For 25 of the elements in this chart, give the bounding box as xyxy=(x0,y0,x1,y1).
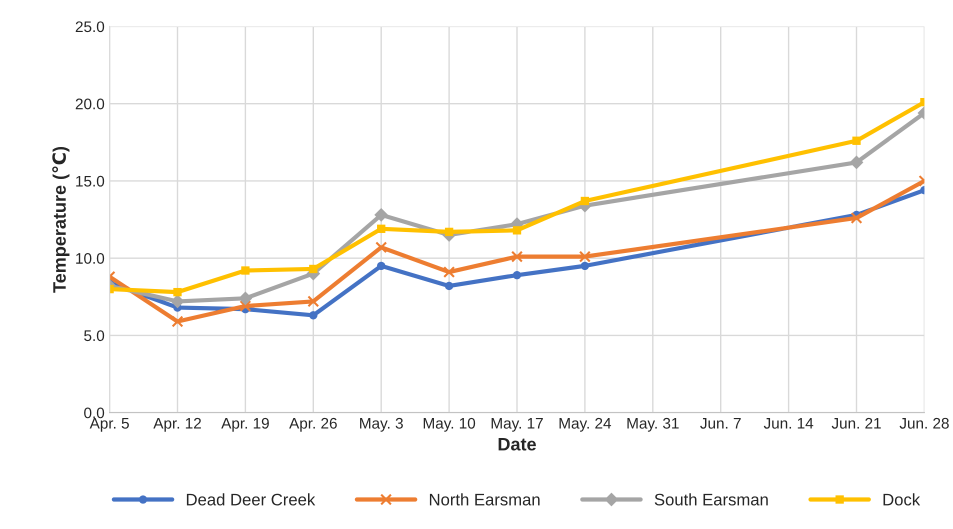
x-tick-label: May. 17 xyxy=(492,418,543,432)
x-tick-label: Jun. 14 xyxy=(764,418,814,429)
x-tick-label: Apr. 12 xyxy=(153,418,201,432)
y-tick-label: 25.0 xyxy=(76,21,104,32)
legend-label: South Earsman xyxy=(654,493,768,506)
y-tick-label: 15.0 xyxy=(76,176,104,187)
legend-label: Dead Deer Creek xyxy=(186,493,316,506)
x-tick-label: May. 24 xyxy=(560,418,612,432)
y-tick-label: 10.0 xyxy=(76,253,104,264)
x-tick-label: Apr. 5 xyxy=(90,418,129,432)
x-tick-label: Apr. 19 xyxy=(221,418,269,432)
legend-label: Dock xyxy=(884,493,920,506)
y-tick-label: 0.0 xyxy=(84,407,104,418)
x-axis-title: Date xyxy=(498,438,536,451)
x-tick-label: Apr. 26 xyxy=(289,418,337,432)
x-tick-label: May. 31 xyxy=(627,418,679,432)
x-tick-label: Jun. 21 xyxy=(832,418,881,429)
x-tick-label: May. 3 xyxy=(360,418,403,432)
y-axis-title: Temperature (℃) xyxy=(52,146,70,293)
y-tick-label: 20.0 xyxy=(76,98,104,110)
legend-label: North Earsman xyxy=(430,493,540,506)
x-tick-label: May. 10 xyxy=(424,418,476,432)
x-tick-label: Jun. 28 xyxy=(900,418,949,429)
y-tick-label: 5.0 xyxy=(84,330,104,342)
x-tick-label: Jun. 7 xyxy=(700,418,741,429)
